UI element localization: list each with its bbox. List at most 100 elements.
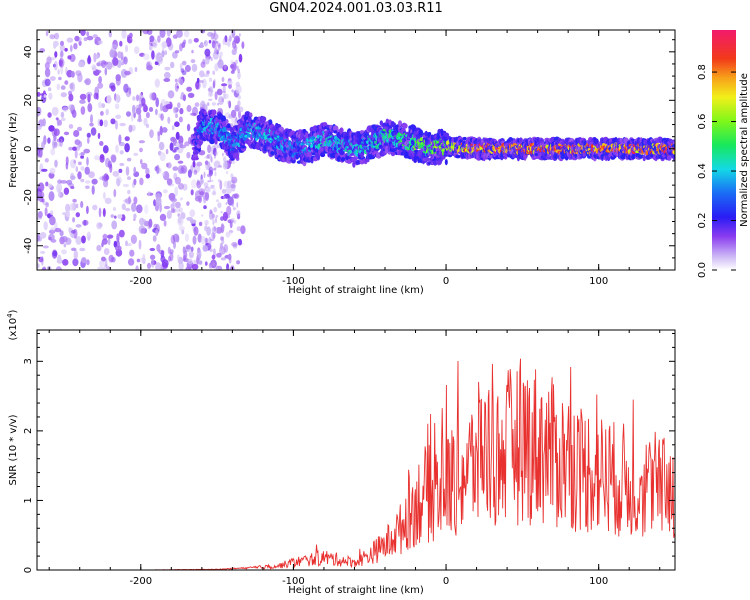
spectrogram-noise-cell bbox=[172, 51, 178, 59]
spectrogram-noise-cell bbox=[186, 104, 192, 113]
spectrogram-noise-cell bbox=[53, 63, 56, 68]
spectrogram-noise-cell bbox=[91, 178, 98, 185]
spectrogram-noise-cell bbox=[64, 80, 69, 85]
spectrogram-noise-cell bbox=[219, 180, 223, 190]
spectrogram-ridge-cell bbox=[424, 157, 431, 162]
spectrogram-noise-cell bbox=[214, 152, 216, 159]
spectrogram-noise-cell bbox=[174, 82, 179, 92]
spectrogram-noise-cell bbox=[221, 98, 224, 103]
spectrogram-noise-cell bbox=[228, 114, 233, 119]
spectrogram-noise-cell bbox=[214, 37, 217, 44]
spectrogram-noise-cell bbox=[101, 103, 106, 108]
spectrogram-noise-cell bbox=[75, 224, 82, 228]
spectrogram-noise-cell bbox=[241, 41, 245, 49]
spectrogram-noise-cell bbox=[159, 30, 166, 38]
spectrogram-noise-cell bbox=[191, 49, 194, 54]
spectrogram-noise-cell bbox=[214, 47, 218, 55]
spectrogram-noise-cell bbox=[168, 255, 171, 262]
spectrogram-noise-cell bbox=[145, 173, 150, 179]
spectrogram-noise-cell bbox=[115, 144, 119, 153]
spectrogram-noise-cell bbox=[208, 98, 213, 102]
spectrogram-noise-cell bbox=[80, 201, 84, 208]
spectrogram-noise-cell bbox=[220, 223, 225, 234]
spectrogram-noise-cell bbox=[206, 70, 210, 75]
spectrogram-noise-cell bbox=[44, 78, 51, 87]
spectrogram-noise-cell bbox=[60, 111, 65, 118]
spectrogram-noise-cell bbox=[112, 170, 120, 177]
spectrogram-noise-cell bbox=[119, 150, 124, 155]
spectrogram-ridge-cell bbox=[523, 154, 527, 161]
spectrogram-noise-cell bbox=[194, 190, 202, 200]
spectrogram-noise-cell bbox=[79, 247, 86, 252]
colorbar-tick-label: 0.8 bbox=[697, 64, 708, 80]
spectrogram-noise-cell bbox=[183, 39, 187, 45]
spectrogram-noise-cell bbox=[222, 38, 226, 45]
spectrogram-noise-cell bbox=[98, 76, 102, 84]
spectrogram-noise-cell bbox=[49, 216, 56, 226]
spectrogram-noise-cell bbox=[95, 53, 99, 60]
spectrogram-noise-cell bbox=[127, 189, 131, 195]
spectrogram-noise-cell bbox=[233, 220, 237, 224]
colorbar-label: Normalized spectral amplitude bbox=[739, 73, 750, 227]
spectrogram-noise-cell bbox=[167, 116, 171, 124]
spectrogram-noise-cell bbox=[158, 249, 165, 255]
spectrogram-noise-cell bbox=[68, 183, 74, 188]
spectrogram-noise-cell bbox=[217, 62, 221, 65]
spectrogram-ridge-cell bbox=[418, 129, 424, 136]
spectrogram-noise-cell bbox=[227, 80, 233, 85]
y-tick-label: 1 bbox=[23, 497, 34, 503]
spectrogram-noise-cell bbox=[75, 212, 81, 218]
spectrogram-noise-cell bbox=[177, 160, 184, 164]
spectrogram-noise-cell bbox=[232, 44, 235, 47]
spectrogram-noise-cell bbox=[132, 104, 136, 114]
spectrogram-noise-cell bbox=[132, 96, 136, 101]
spectrogram-ridge-cell bbox=[355, 159, 361, 165]
spectrogram-noise-cell bbox=[127, 176, 131, 181]
y-tick-label: -40 bbox=[23, 238, 34, 254]
spectrogram-noise-cell bbox=[66, 179, 73, 185]
spectrogram-noise-cell bbox=[165, 103, 173, 110]
spectrogram-noise-cell bbox=[146, 64, 153, 71]
spectrogram-noise-cell bbox=[214, 266, 218, 270]
spectrogram-noise-cell bbox=[204, 41, 206, 45]
spectrogram-noise-cell bbox=[63, 131, 70, 136]
spectrogram-noise-cell bbox=[225, 231, 231, 238]
spectrogram-noise-cell bbox=[124, 70, 131, 76]
spectrogram-ridge-cell bbox=[398, 120, 402, 127]
spectrogram-noise-cell bbox=[144, 204, 149, 215]
spectrogram-noise-cell bbox=[133, 196, 138, 205]
spectrogram-noise-cell bbox=[46, 56, 52, 65]
spectrogram-ridge-cell bbox=[631, 154, 636, 160]
spectrogram-noise-cell bbox=[208, 77, 213, 83]
spectrogram-noise-cell bbox=[170, 208, 175, 214]
spectrogram-noise-cell bbox=[116, 233, 120, 243]
spectrogram-noise-cell bbox=[148, 218, 153, 228]
snr-ylabel: SNR (10 * v/v) bbox=[8, 414, 19, 485]
spectrogram-noise-cell bbox=[210, 32, 216, 40]
spectrogram-noise-cell bbox=[126, 157, 132, 162]
spectrogram-noise-cell bbox=[211, 232, 215, 239]
spectrogram-noise-cell bbox=[151, 50, 155, 60]
spectrogram-noise-cell bbox=[231, 200, 235, 208]
spectrogram-noise-cell bbox=[179, 62, 183, 70]
spectrogram-noise-cell bbox=[141, 97, 146, 107]
spectrogram-noise-cell bbox=[211, 254, 216, 260]
spectrogram-noise-cell bbox=[235, 116, 237, 123]
spectrogram-ridge-cell bbox=[316, 153, 321, 161]
spectrogram-noise-cell bbox=[174, 186, 178, 197]
spectrogram-noise-cell bbox=[189, 209, 196, 218]
spectrogram-ridge-cell bbox=[222, 127, 227, 133]
spectrogram-noise-cell bbox=[238, 106, 244, 113]
spectrogram-noise-cell bbox=[126, 111, 131, 117]
spectrogram-noise-cell bbox=[135, 107, 142, 115]
spectrogram-noise-cell bbox=[122, 183, 130, 188]
spectrogram-ridge-cell bbox=[671, 144, 675, 148]
spectrogram-ridge-cell bbox=[255, 137, 258, 142]
spectrogram-noise-cell bbox=[145, 167, 150, 176]
spectrogram-noise-cell bbox=[101, 175, 105, 182]
spectrogram-noise-cell bbox=[214, 91, 218, 100]
spectrogram-ridge-cell bbox=[642, 154, 646, 162]
spectrogram-ridge-cell bbox=[352, 160, 356, 168]
